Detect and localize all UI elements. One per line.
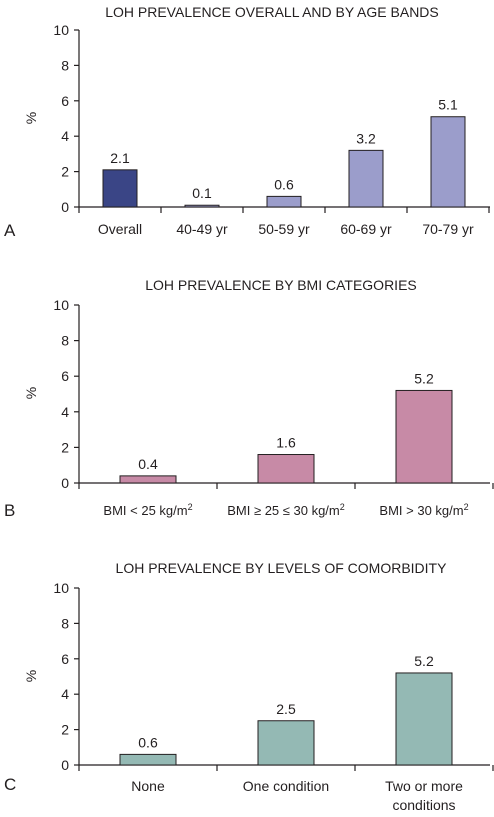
bar <box>119 753 177 766</box>
panel-a: A LOH PREVALENCE OVERALL AND BY AGE BAND… <box>4 4 490 240</box>
x-tick-label: None <box>131 778 165 794</box>
bar <box>184 204 220 208</box>
x-tick-label: conditions <box>392 797 455 813</box>
bar <box>266 195 302 208</box>
y-tick-label: 8 <box>61 57 69 73</box>
data-label: 2.5 <box>276 701 296 717</box>
y-axis-label: % <box>23 387 39 399</box>
bar <box>257 454 315 484</box>
data-label: 2.1 <box>110 150 130 166</box>
x-tick-label: Overall <box>98 221 142 237</box>
y-tick-label: 0 <box>61 199 69 215</box>
data-label: 1.6 <box>276 435 296 451</box>
data-label: 5.1 <box>438 97 458 113</box>
y-tick-label: 2 <box>61 439 69 455</box>
y-tick-label: 6 <box>61 651 69 667</box>
y-tick-label: 6 <box>61 368 69 384</box>
x-tick-label: 40-49 yr <box>176 221 228 237</box>
data-label: 5.2 <box>414 653 434 669</box>
data-label: 0.6 <box>138 734 158 750</box>
y-tick-label: 8 <box>61 333 69 349</box>
y-tick-label: 6 <box>61 93 69 109</box>
panel-b: B LOH PREVALENCE BY BMI CATEGORIES % 0 2 4… <box>4 277 494 520</box>
panel-c: C LOH PREVALENCE BY LEVELS OF COMORBIDIT… <box>4 560 494 813</box>
bar <box>119 475 177 484</box>
chart-title: LOH PREVALENCE BY LEVELS OF COMORBIDITY <box>116 560 448 576</box>
bar <box>430 116 466 208</box>
bar <box>395 389 453 484</box>
y-tick-label: 0 <box>61 757 69 773</box>
x-tick-label: 60-69 yr <box>340 221 392 237</box>
y-tick-label: 10 <box>53 22 69 38</box>
y-tick-label: 10 <box>53 297 69 313</box>
x-tick-label: One condition <box>243 778 329 794</box>
panel-letter: A <box>4 221 16 240</box>
chart-title: LOH PREVALENCE OVERALL AND BY AGE BANDS <box>105 4 439 20</box>
x-tick-label: 50-59 yr <box>258 221 310 237</box>
panel-letter: C <box>4 775 16 794</box>
y-tick-label: 0 <box>61 475 69 491</box>
data-label: 3.2 <box>356 130 376 146</box>
bar <box>102 169 138 208</box>
data-label: 0.6 <box>274 176 294 192</box>
x-tick-label: BMI > 30 kg/m2 <box>379 502 468 518</box>
panel-letter: B <box>4 501 15 520</box>
x-tick-label: BMI ≥ 25 ≤ 30 kg/m2 <box>227 502 345 518</box>
data-label: 0.4 <box>138 456 158 472</box>
x-tick-label: 70-79 yr <box>422 221 474 237</box>
bar <box>257 720 315 766</box>
y-axis-label: % <box>23 112 39 124</box>
data-label: 0.1 <box>192 185 212 201</box>
data-label: 5.2 <box>414 370 434 386</box>
x-tick-label: BMI < 25 kg/m2 <box>103 502 192 518</box>
y-tick-label: 2 <box>61 164 69 180</box>
y-tick-label: 8 <box>61 615 69 631</box>
bar <box>395 672 453 766</box>
y-tick-label: 2 <box>61 722 69 738</box>
y-tick-label: 4 <box>61 686 69 702</box>
y-tick-label: 10 <box>53 580 69 596</box>
y-tick-label: 4 <box>61 128 69 144</box>
y-tick-label: 4 <box>61 404 69 420</box>
bar <box>348 149 384 208</box>
y-axis-label: % <box>23 670 39 682</box>
chart-title: LOH PREVALENCE BY BMI CATEGORIES <box>145 277 417 293</box>
x-tick-label: Two or more <box>385 778 463 794</box>
